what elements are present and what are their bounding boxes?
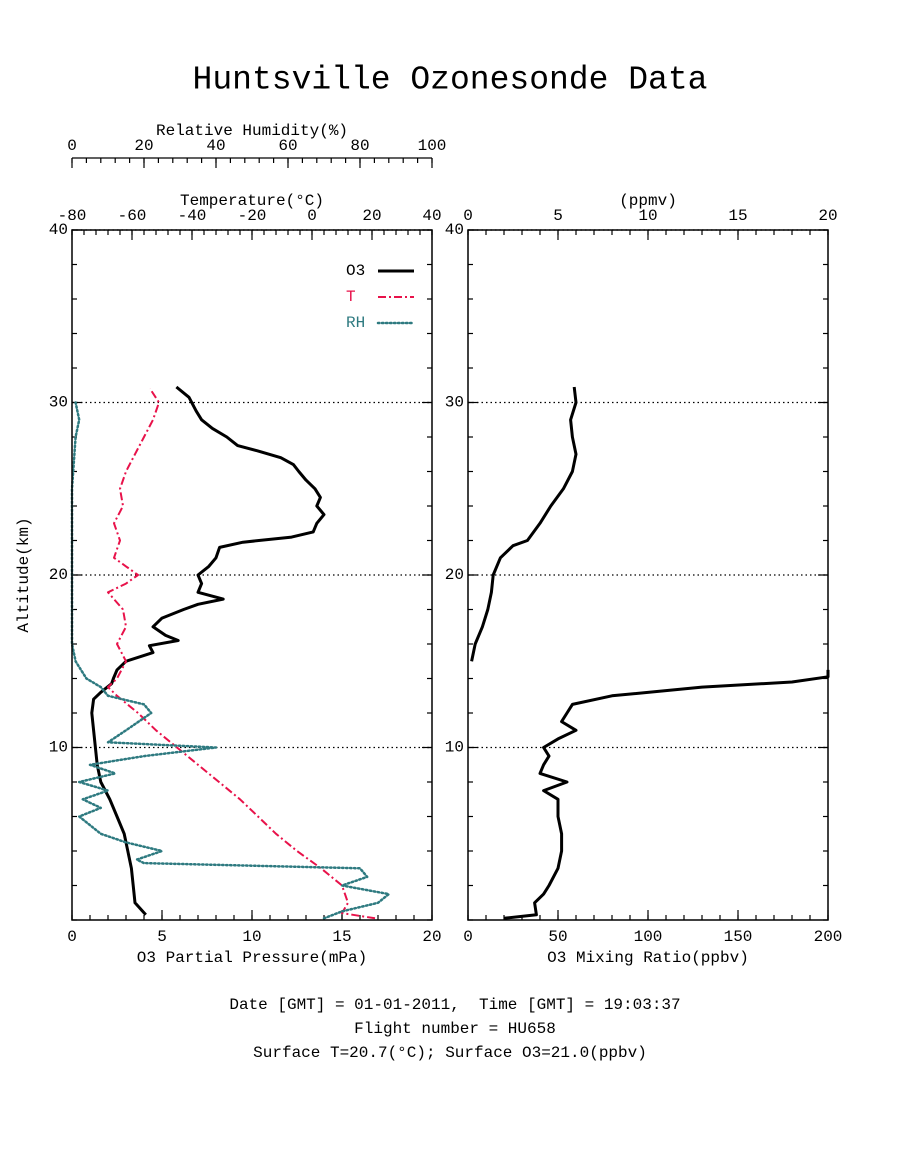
y-axis-title: Altitude(km) bbox=[15, 517, 33, 632]
x3-tick-label: 60 bbox=[278, 137, 297, 155]
series-line bbox=[503, 669, 830, 920]
footer-line: Surface T=20.7(°C); Surface O3=21.0(ppbv… bbox=[253, 1044, 647, 1062]
y-tick-label: 30 bbox=[445, 394, 464, 412]
legend-label: O3 bbox=[346, 262, 365, 280]
x-axis-title: O3 Mixing Ratio(ppbv) bbox=[547, 949, 749, 967]
plot-frame bbox=[467, 229, 829, 921]
y-tick-label: 40 bbox=[49, 221, 68, 239]
panel: 10 20 30 40 0 5 10 15 20 O3 Partial Pressure(mPa)… bbox=[15, 122, 446, 967]
x2-tick-label: 10 bbox=[638, 207, 657, 225]
x2-axis-title: Temperature(°C) bbox=[180, 192, 324, 210]
plot-frame bbox=[71, 229, 433, 921]
y-tick-label: 10 bbox=[445, 739, 464, 757]
x2-tick-label: 40 bbox=[422, 207, 441, 225]
y-tick-label: 40 bbox=[445, 221, 464, 239]
x3-tick-label: 80 bbox=[350, 137, 369, 155]
x3-tick-label: 40 bbox=[206, 137, 225, 155]
series-line bbox=[107, 388, 376, 920]
x2-tick-label: -80 bbox=[58, 207, 87, 225]
page-title: Huntsville Ozonesonde Data bbox=[193, 62, 708, 99]
x-tick-label: 5 bbox=[157, 928, 167, 946]
x3-tick-label: 0 bbox=[67, 137, 77, 155]
x2-tick-label: 20 bbox=[818, 207, 837, 225]
series-line bbox=[470, 386, 578, 662]
x-axis-title: O3 Partial Pressure(mPa) bbox=[137, 949, 367, 967]
x2-tick-label: 20 bbox=[362, 207, 381, 225]
x2-tick-label: -20 bbox=[238, 207, 267, 225]
x-tick-label: 0 bbox=[67, 928, 77, 946]
series-line bbox=[90, 385, 326, 916]
series-line bbox=[70, 401, 391, 920]
x2-tick-label: -40 bbox=[178, 207, 207, 225]
x3-tick-label: 20 bbox=[134, 137, 153, 155]
y-tick-label: 20 bbox=[49, 566, 68, 584]
x2-axis-title: (ppmv) bbox=[619, 192, 677, 210]
y-tick-label: 30 bbox=[49, 394, 68, 412]
x-tick-label: 150 bbox=[724, 928, 753, 946]
x-tick-label: 50 bbox=[548, 928, 567, 946]
y-tick-label: 10 bbox=[49, 739, 68, 757]
footer-line: Flight number = HU658 bbox=[354, 1020, 556, 1038]
x-tick-label: 200 bbox=[814, 928, 843, 946]
x2-tick-label: 0 bbox=[463, 207, 473, 225]
x3-axis-title: Relative Humidity(%) bbox=[156, 122, 348, 140]
x-tick-label: 100 bbox=[634, 928, 663, 946]
x3-tick-label: 100 bbox=[418, 137, 447, 155]
y-tick-label: 20 bbox=[445, 566, 464, 584]
x-tick-label: 20 bbox=[422, 928, 441, 946]
legend-label: RH bbox=[346, 314, 365, 332]
x2-tick-label: 5 bbox=[553, 207, 563, 225]
x2-tick-label: 0 bbox=[307, 207, 317, 225]
x-tick-label: 10 bbox=[242, 928, 261, 946]
x2-tick-label: 15 bbox=[728, 207, 747, 225]
footer-line: Date [GMT] = 01-01-2011, Time [GMT] = 19… bbox=[229, 996, 680, 1014]
x-tick-label: 15 bbox=[332, 928, 351, 946]
x-tick-label: 0 bbox=[463, 928, 473, 946]
x2-tick-label: -60 bbox=[118, 207, 147, 225]
legend-label: T bbox=[346, 288, 356, 306]
